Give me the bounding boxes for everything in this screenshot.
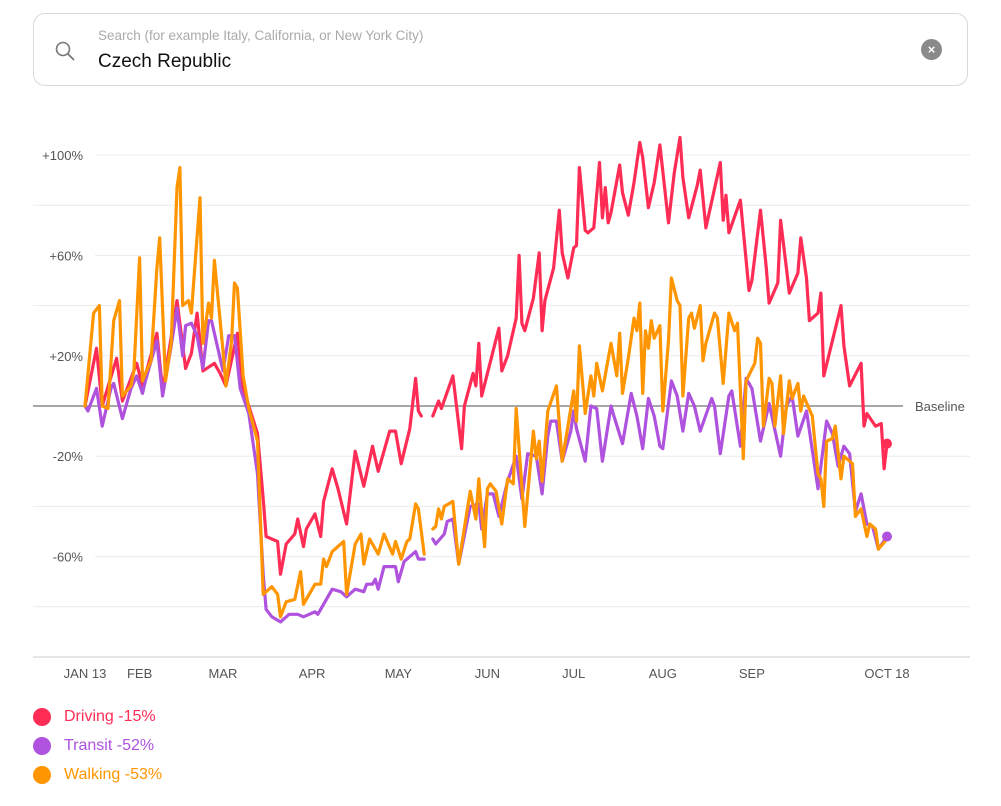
legend-label-transit: Transit -52% (64, 736, 155, 754)
walking-dot-icon (33, 765, 51, 784)
series-line-walking (83, 166, 889, 619)
x-tick-label: MAR (209, 666, 238, 681)
y-tick-label: -20% (53, 449, 84, 464)
y-tick-label: +20% (49, 349, 83, 364)
y-tick-label: -60% (53, 550, 84, 565)
driving-dot-icon (33, 707, 51, 726)
legend-item-driving[interactable]: Driving -15% (33, 702, 162, 731)
search-placeholder: Search (for example Italy, California, o… (98, 28, 424, 43)
x-tick-label: JUL (562, 666, 585, 681)
x-tick-label: SEP (739, 666, 765, 681)
endpoint-marker-driving (882, 438, 892, 449)
x-tick-label: APR (299, 666, 326, 681)
search-icon (55, 41, 75, 61)
search-box[interactable]: Search (for example Italy, California, o… (33, 13, 968, 86)
endpoint-marker-transit (882, 531, 892, 542)
x-tick-label: AUG (649, 666, 677, 681)
x-tick-label: JUN (475, 666, 500, 681)
mobility-chart: Baseline +100% +60% +20% -20% -60% JAN 13 FEB MA… (33, 135, 970, 681)
legend-item-walking[interactable]: Walking -53% (33, 760, 162, 789)
x-tick-label: FEB (127, 666, 152, 681)
clear-icon[interactable]: × (921, 39, 942, 60)
baseline-label: Baseline (915, 399, 965, 414)
legend-label-driving: Driving -15% (64, 707, 156, 725)
y-tick-label: +100% (42, 148, 83, 163)
legend: Driving -15% Transit -52% Walking -53% (33, 702, 162, 789)
legend-label-walking: Walking -53% (64, 765, 163, 783)
legend-item-transit[interactable]: Transit -52% (33, 731, 162, 760)
search-input[interactable]: Czech Republic (98, 51, 232, 72)
x-tick-label: MAY (385, 666, 413, 681)
x-tick-label: OCT 18 (864, 666, 909, 681)
transit-dot-icon (33, 736, 51, 755)
x-tick-label: JAN 13 (64, 666, 107, 681)
y-tick-label: +60% (49, 248, 83, 263)
series-line-transit (83, 306, 889, 624)
